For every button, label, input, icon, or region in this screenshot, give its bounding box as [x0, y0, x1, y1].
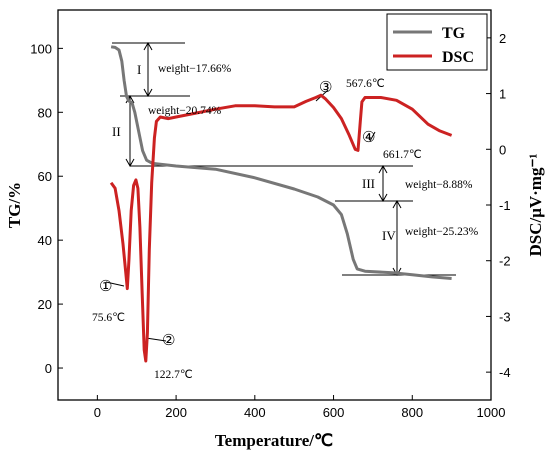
- right-y-tick-label: -3: [499, 309, 511, 324]
- legend-tg-label: TG: [442, 25, 466, 42]
- right-y-axis-ticks: -4 -3 -2 -1 0 1 2: [486, 31, 511, 380]
- x-tick-label: 400: [244, 405, 266, 420]
- weight-2-label: weight−20.74%: [148, 105, 222, 117]
- weight-1-label: weight−17.66%: [158, 63, 232, 75]
- stage-3-label: III: [362, 176, 375, 191]
- left-y-tick-label: 20: [38, 297, 52, 312]
- left-y-tick-label: 60: [38, 169, 52, 184]
- dsc-series-line: [109, 93, 453, 363]
- x-axis-title: Temperature/℃: [215, 431, 333, 450]
- legend-dsc-label: DSC: [442, 49, 474, 66]
- right-y-axis-title: DSC/μV·mg⁻¹: [526, 153, 545, 256]
- x-tick-label: 1000: [477, 405, 506, 420]
- peak-4-number: ④: [362, 128, 375, 146]
- right-y-tick-label: -1: [499, 198, 511, 213]
- x-tick-label: 600: [323, 405, 345, 420]
- weight-4-label: weight−25.23%: [405, 226, 479, 238]
- left-y-axis-title: TG/%: [5, 182, 24, 228]
- annotation-lines: [105, 41, 456, 342]
- peak-1-temp: 75.6℃: [92, 312, 125, 324]
- left-y-tick-label: 80: [38, 105, 52, 120]
- stage-1-label: I: [137, 62, 141, 77]
- legend: TG DSC: [386, 13, 488, 71]
- right-y-tick-label: 1: [499, 87, 506, 102]
- peak-2-number: ②: [162, 331, 175, 349]
- right-y-tick-label: -4: [499, 365, 511, 380]
- left-y-tick-label: 40: [38, 233, 52, 248]
- peak-3-number: ③: [319, 78, 332, 96]
- peak-3-temp: 567.6℃: [346, 78, 385, 90]
- left-y-tick-label: 100: [30, 41, 52, 56]
- weight-3-label: weight−8.88%: [405, 179, 473, 191]
- tg-series-line: [110, 45, 452, 280]
- peak-4-temp: 661.7℃: [383, 149, 422, 161]
- x-axis-ticks: 0 200 400 600 800 1000: [94, 395, 506, 420]
- right-y-tick-label: 0: [499, 142, 506, 157]
- x-tick-label: 200: [165, 405, 187, 420]
- legend-box: [386, 13, 488, 71]
- right-y-tick-label: -2: [499, 254, 511, 269]
- right-y-tick-label: 2: [499, 31, 506, 46]
- x-tick-label: 0: [94, 405, 101, 420]
- x-tick-label: 800: [401, 405, 423, 420]
- peak-2-temp: 122.7℃: [154, 369, 193, 381]
- stage-4-label: IV: [382, 228, 396, 243]
- stage-2-label: II: [112, 124, 121, 139]
- left-y-tick-label: 0: [45, 361, 52, 376]
- peak-1-number: ①: [99, 277, 112, 295]
- left-y-axis-ticks: 0 20 40 60 80 100: [30, 41, 63, 376]
